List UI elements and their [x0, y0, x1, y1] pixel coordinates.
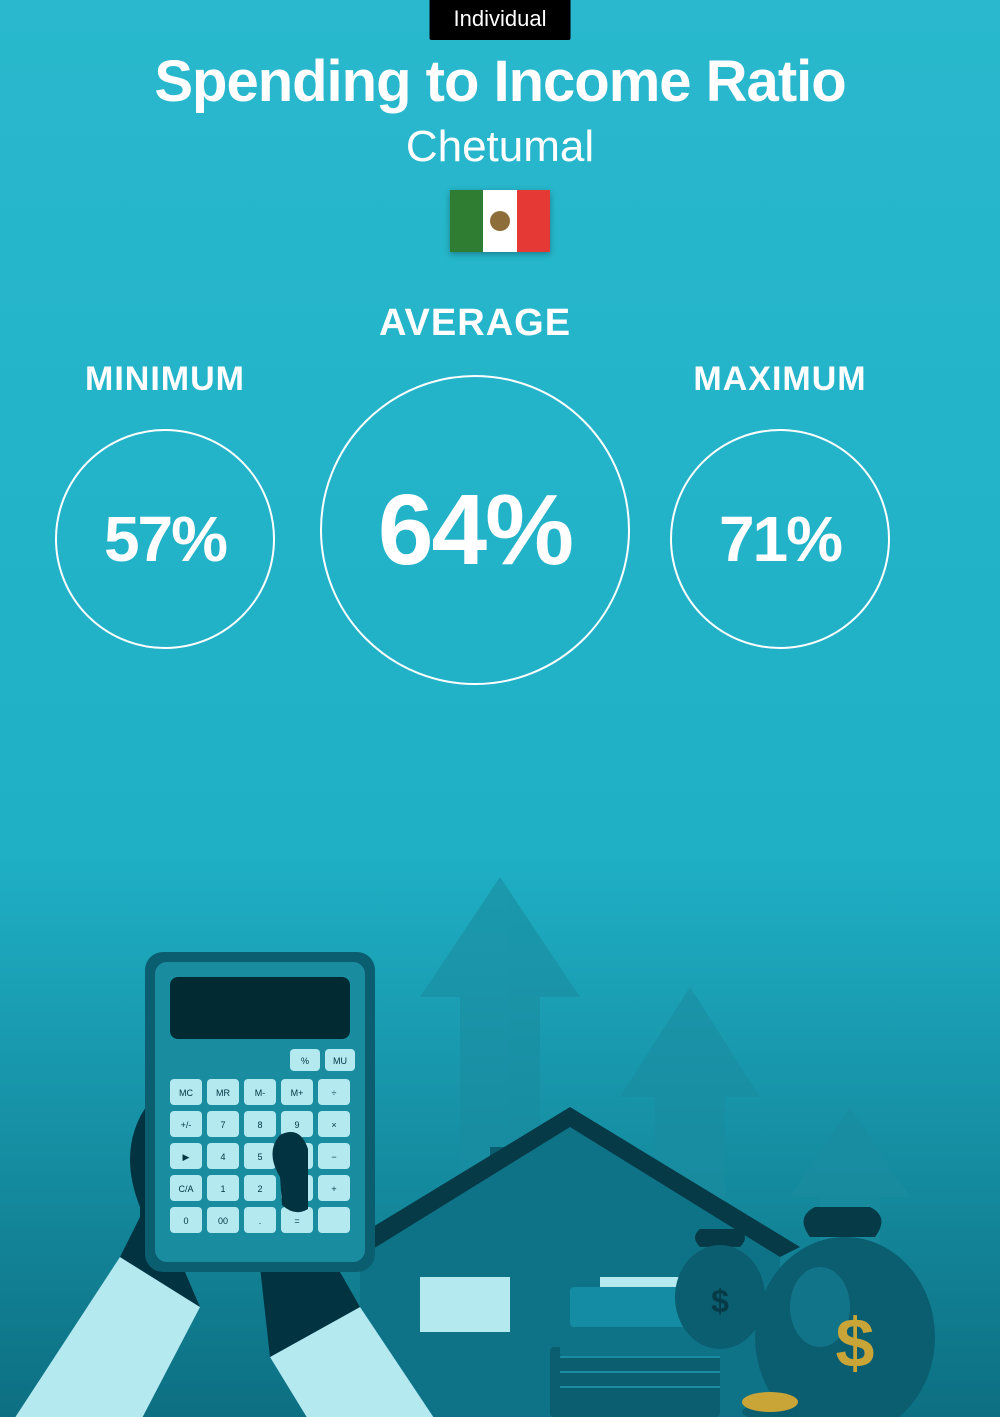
- svg-text:=: =: [294, 1216, 299, 1226]
- stat-minimum: MINIMUM 57%: [55, 360, 275, 649]
- stat-maximum-value: 71%: [719, 502, 841, 576]
- svg-text:−: −: [331, 1152, 336, 1162]
- stat-average-label: AVERAGE: [379, 302, 571, 345]
- svg-text:9: 9: [294, 1120, 299, 1130]
- stat-maximum: MAXIMUM 71%: [670, 360, 890, 649]
- svg-text:×: ×: [331, 1120, 336, 1130]
- flag-stripe-red: [517, 190, 550, 252]
- coins-icon: [742, 1392, 798, 1417]
- stat-maximum-label: MAXIMUM: [693, 360, 866, 399]
- page-subtitle: Chetumal: [0, 122, 1000, 172]
- svg-text:2: 2: [257, 1184, 262, 1194]
- finance-illustration: $ $: [0, 817, 1000, 1417]
- svg-text:0: 0: [183, 1216, 188, 1226]
- svg-text:%: %: [301, 1056, 309, 1066]
- svg-text:5: 5: [257, 1152, 262, 1162]
- svg-text:7: 7: [220, 1120, 225, 1130]
- svg-text:▶: ▶: [183, 1152, 190, 1162]
- stat-maximum-circle: 71%: [670, 429, 890, 649]
- stat-minimum-value: 57%: [104, 502, 226, 576]
- stat-average: AVERAGE 64%: [315, 302, 635, 685]
- stat-minimum-circle: 57%: [55, 429, 275, 649]
- country-flag: [450, 190, 550, 252]
- flag-emblem-icon: [490, 211, 510, 231]
- svg-text:MR: MR: [216, 1088, 230, 1098]
- svg-text:M+: M+: [291, 1088, 304, 1098]
- svg-text:MC: MC: [179, 1088, 193, 1098]
- svg-text:00: 00: [218, 1216, 228, 1226]
- stat-average-value: 64%: [378, 473, 572, 588]
- page-title: Spending to Income Ratio: [0, 48, 1000, 115]
- svg-text:MU: MU: [333, 1056, 347, 1066]
- svg-text:8: 8: [257, 1120, 262, 1130]
- svg-text:$: $: [836, 1304, 875, 1382]
- flag-stripe-green: [450, 190, 483, 252]
- svg-text:+: +: [331, 1184, 336, 1194]
- svg-text:$: $: [711, 1283, 729, 1319]
- flag-stripe-white: [483, 190, 516, 252]
- calculator-icon: %MU MCMRM-M+÷ +/-789× ▶456− C/A123+ 000.…: [145, 952, 375, 1272]
- svg-text:+/-: +/-: [181, 1120, 192, 1130]
- infographic-page: Individual Spending to Income Ratio Chet…: [0, 0, 1000, 1417]
- svg-text:4: 4: [220, 1152, 225, 1162]
- stat-average-circle: 64%: [320, 375, 630, 685]
- svg-text:1: 1: [220, 1184, 225, 1194]
- svg-text:÷: ÷: [332, 1088, 337, 1098]
- svg-text:C/A: C/A: [178, 1184, 193, 1194]
- stat-minimum-label: MINIMUM: [85, 360, 245, 399]
- stats-row: MINIMUM 57% AVERAGE 64% MAXIMUM 71%: [0, 310, 1000, 730]
- svg-text:M-: M-: [255, 1088, 266, 1098]
- svg-text:.: .: [259, 1216, 262, 1226]
- category-badge: Individual: [430, 0, 571, 40]
- badge-label: Individual: [454, 6, 547, 31]
